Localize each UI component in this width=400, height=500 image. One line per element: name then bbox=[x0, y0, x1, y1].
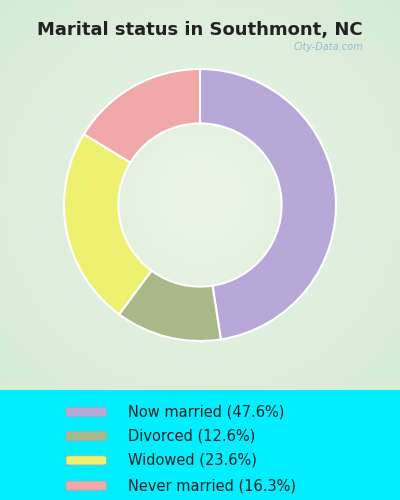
Text: Never married (16.3%): Never married (16.3%) bbox=[128, 478, 296, 493]
Wedge shape bbox=[84, 69, 200, 162]
Text: Marital status in Southmont, NC: Marital status in Southmont, NC bbox=[37, 21, 363, 39]
FancyBboxPatch shape bbox=[66, 408, 106, 416]
FancyBboxPatch shape bbox=[66, 456, 106, 465]
FancyBboxPatch shape bbox=[66, 432, 106, 441]
Wedge shape bbox=[64, 134, 152, 314]
Wedge shape bbox=[119, 270, 221, 341]
Text: Widowed (23.6%): Widowed (23.6%) bbox=[128, 453, 257, 468]
Wedge shape bbox=[200, 69, 336, 340]
Text: Divorced (12.6%): Divorced (12.6%) bbox=[128, 428, 255, 444]
FancyBboxPatch shape bbox=[66, 481, 106, 490]
Text: City-Data.com: City-Data.com bbox=[294, 42, 363, 52]
Text: Now married (47.6%): Now married (47.6%) bbox=[128, 404, 284, 419]
